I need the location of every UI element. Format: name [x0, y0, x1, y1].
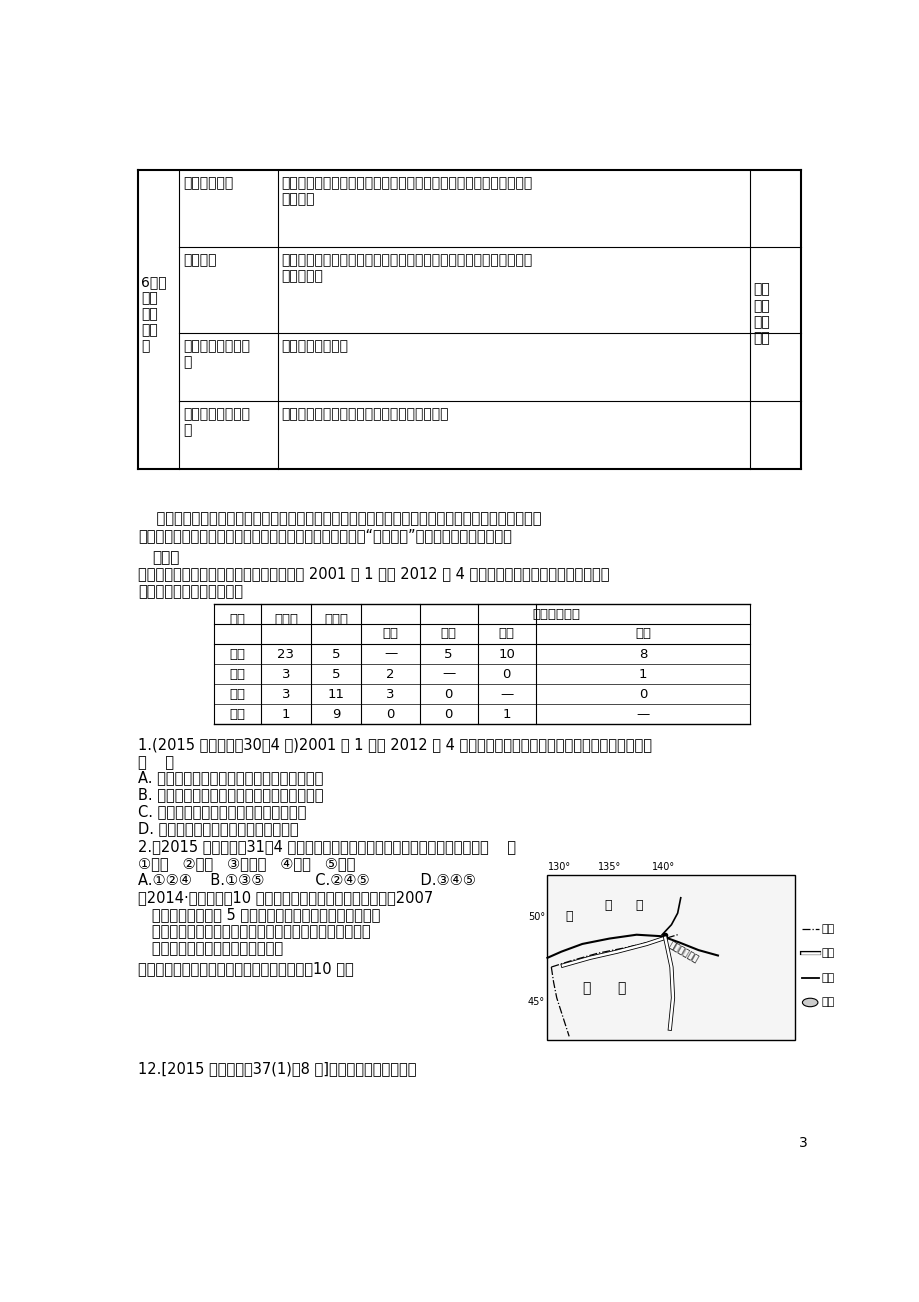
- Text: 1: 1: [502, 707, 510, 720]
- Text: 迁出数: 迁出数: [323, 613, 348, 626]
- Text: 练习：: 练习：: [152, 549, 179, 565]
- Text: A.①②④    B.①③⑤           C.②④⑤           D.③④⑤: A.①②④ B.①③⑤ C.②④⑤ D.③④⑤: [138, 874, 476, 888]
- Text: 罗: 罗: [604, 898, 611, 911]
- Text: 年，中俄共同投资 5 亿美元在哈巴罗夫斯克建设了一座以: 年，中俄共同投资 5 亿美元在哈巴罗夫斯克建设了一座以: [138, 907, 380, 922]
- Text: D. 西部地区上市企业总部主要迁往中部: D. 西部地区上市企业总部主要迁往中部: [138, 820, 299, 836]
- Text: 3: 3: [798, 1137, 807, 1151]
- Text: 0: 0: [639, 687, 647, 700]
- Text: 其中迁入来自: 其中迁入来自: [531, 608, 579, 621]
- Text: （2014·海南地理，10 分）俄罗斯亚洲地区森林资源丰富，2007: （2014·海南地理，10 分）俄罗斯亚洲地区森林资源丰富，2007: [138, 891, 433, 905]
- Text: 中部: 中部: [440, 628, 456, 641]
- Text: 西部: 西部: [229, 687, 245, 700]
- Text: A. 东部地区上市企业总部主要向东北地区迁移: A. 东部地区上市企业总部主要向东北地区迁移: [138, 769, 323, 785]
- Text: 3: 3: [281, 687, 289, 700]
- Text: 1.(2015 安徽文综，30，4 分)2001 年 1 月至 2012 年 4 月，我国上市企业总部在四大区域间的迁移表现为
（    ）: 1.(2015 安徽文综，30，4 分)2001 年 1 月至 2012 年 4…: [138, 738, 652, 769]
- Text: 企业效益下降，甚至出现产业转移、外迁现象: 企业效益下降，甚至出现产业转移、外迁现象: [281, 408, 448, 422]
- Text: 0: 0: [444, 687, 452, 700]
- Text: 罗夫斯克附近地区的铁路和河流。: 罗夫斯克附近地区的铁路和河流。: [138, 941, 283, 956]
- Text: 简述哈巴罗夫斯克建设纸浆厂的有利条件。（10 分）: 简述哈巴罗夫斯克建设纸浆厂的有利条件。（10 分）: [138, 961, 354, 976]
- Text: 木材为原料的纸浆厂，产品主要销往我国。下图示意哈巴: 木材为原料的纸浆厂，产品主要销往我国。下图示意哈巴: [138, 924, 370, 939]
- Text: 50°: 50°: [528, 911, 545, 922]
- Text: ①原料   ②交通   ③劳动力   ④信息   ⑤政策: ①原料 ②交通 ③劳动力 ④信息 ⑤政策: [138, 857, 356, 871]
- Text: 中部: 中部: [229, 668, 245, 681]
- Text: 东部: 东部: [229, 647, 245, 660]
- Text: 130°: 130°: [547, 862, 570, 871]
- Text: —: —: [441, 668, 455, 681]
- Text: 经济结构单一: 经济结构单一: [183, 176, 233, 190]
- Text: 源型
在发
程中
的问: 源型 在发 程中 的问: [753, 283, 769, 345]
- Text: 23: 23: [278, 647, 294, 660]
- Text: 斯: 斯: [634, 898, 642, 911]
- Text: 新兴产业不愿进驻: 新兴产业不愿进驻: [281, 340, 348, 354]
- Text: 国: 国: [617, 982, 625, 996]
- Text: 0: 0: [444, 707, 452, 720]
- Text: 环境污染、生态破
坏: 环境污染、生态破 坏: [183, 340, 250, 370]
- Text: 5: 5: [332, 647, 340, 660]
- Text: 0: 0: [386, 707, 394, 720]
- Text: 3: 3: [281, 668, 289, 681]
- Text: 3: 3: [386, 687, 394, 700]
- Text: 西部: 西部: [498, 628, 515, 641]
- Text: 1: 1: [638, 668, 647, 681]
- Text: 0: 0: [502, 668, 510, 681]
- Text: 5: 5: [332, 668, 340, 681]
- Text: 迁入数: 迁入数: [274, 613, 298, 626]
- Text: 哈巴落夫斯克: 哈巴落夫斯克: [667, 941, 699, 965]
- Text: 5: 5: [444, 647, 452, 660]
- Text: 东北: 东北: [634, 628, 651, 641]
- Text: 8: 8: [639, 647, 647, 660]
- Text: 国界: 国界: [820, 923, 834, 934]
- Text: 企业总部是企业决策和控制中心。下表表示 2001 年 1 月至 2012 年 4 月我国上市企业总部在四大区域间的
迁移情况。完成下面两题。: 企业总部是企业决策和控制中心。下表表示 2001 年 1 月至 2012 年 4…: [138, 566, 609, 599]
- Text: 9: 9: [332, 707, 340, 720]
- Text: 不可再生资源，随着发展，资源枯竭，主导产业衰退，效益下滑，失
业人员大增: 不可再生资源，随着发展，资源枯竭，主导产业衰退，效益下滑，失 业人员大增: [281, 254, 532, 284]
- Text: 6、资
地区
展过
面临
题: 6、资 地区 展过 面临 题: [142, 275, 166, 354]
- Text: 资源型地区在长期开发过程中往往形成以某种资源为基础的主导产业，但伴随着资源枯竭，或替代品
的冲击，如果不能及时调整发展方向，会导致区域的衰落。“矿竭城衰”已经成: 资源型地区在长期开发过程中往往形成以某种资源为基础的主导产业，但伴随着资源枯竭，…: [138, 512, 541, 544]
- Text: 铁路: 铁路: [820, 948, 834, 958]
- Text: B. 东部地区是上市企业总部迁移的主要目的地: B. 东部地区是上市企业总部迁移的主要目的地: [138, 786, 323, 802]
- Text: 地区: 地区: [229, 613, 245, 626]
- Text: —: —: [383, 647, 397, 660]
- Text: 河流: 河流: [820, 973, 834, 983]
- Text: C. 中部地区上市企业总部的净迁出量最大: C. 中部地区上市企业总部的净迁出量最大: [138, 803, 306, 819]
- Text: 10: 10: [498, 647, 515, 660]
- Text: 12.[2015 山东文综，37(1)，8 分]阅读材料，回答问题。: 12.[2015 山东文综，37(1)，8 分]阅读材料，回答问题。: [138, 1061, 416, 1075]
- Text: 东北: 东北: [229, 707, 245, 720]
- Text: 中: 中: [582, 982, 590, 996]
- Text: 资源枯竭: 资源枯竭: [183, 254, 217, 267]
- Text: 45°: 45°: [528, 997, 545, 1006]
- Text: 经济发展过分依赖非可再生资源（本区主要资源），其他资源开发利
用不充分: 经济发展过分依赖非可再生资源（本区主要资源），其他资源开发利 用不充分: [281, 176, 532, 207]
- Text: 140°: 140°: [652, 862, 675, 871]
- Text: 2: 2: [386, 668, 394, 681]
- Text: 135°: 135°: [597, 862, 620, 871]
- Text: 2.（2015 安徽文综，31，4 分）下列因素中，影响我国企业总部布局的主要是（    ）: 2.（2015 安徽文综，31，4 分）下列因素中，影响我国企业总部布局的主要是…: [138, 840, 516, 854]
- Bar: [547, 875, 795, 1040]
- Text: —: —: [500, 687, 513, 700]
- Text: 俄: 俄: [565, 910, 573, 923]
- Text: 用地紧张、交通拥
挤: 用地紧张、交通拥 挤: [183, 408, 250, 437]
- Ellipse shape: [801, 999, 817, 1006]
- Text: 东部: 东部: [382, 628, 398, 641]
- Text: —: —: [636, 707, 649, 720]
- Text: 湖泊: 湖泊: [820, 997, 834, 1008]
- Text: 11: 11: [327, 687, 345, 700]
- Text: 1: 1: [281, 707, 289, 720]
